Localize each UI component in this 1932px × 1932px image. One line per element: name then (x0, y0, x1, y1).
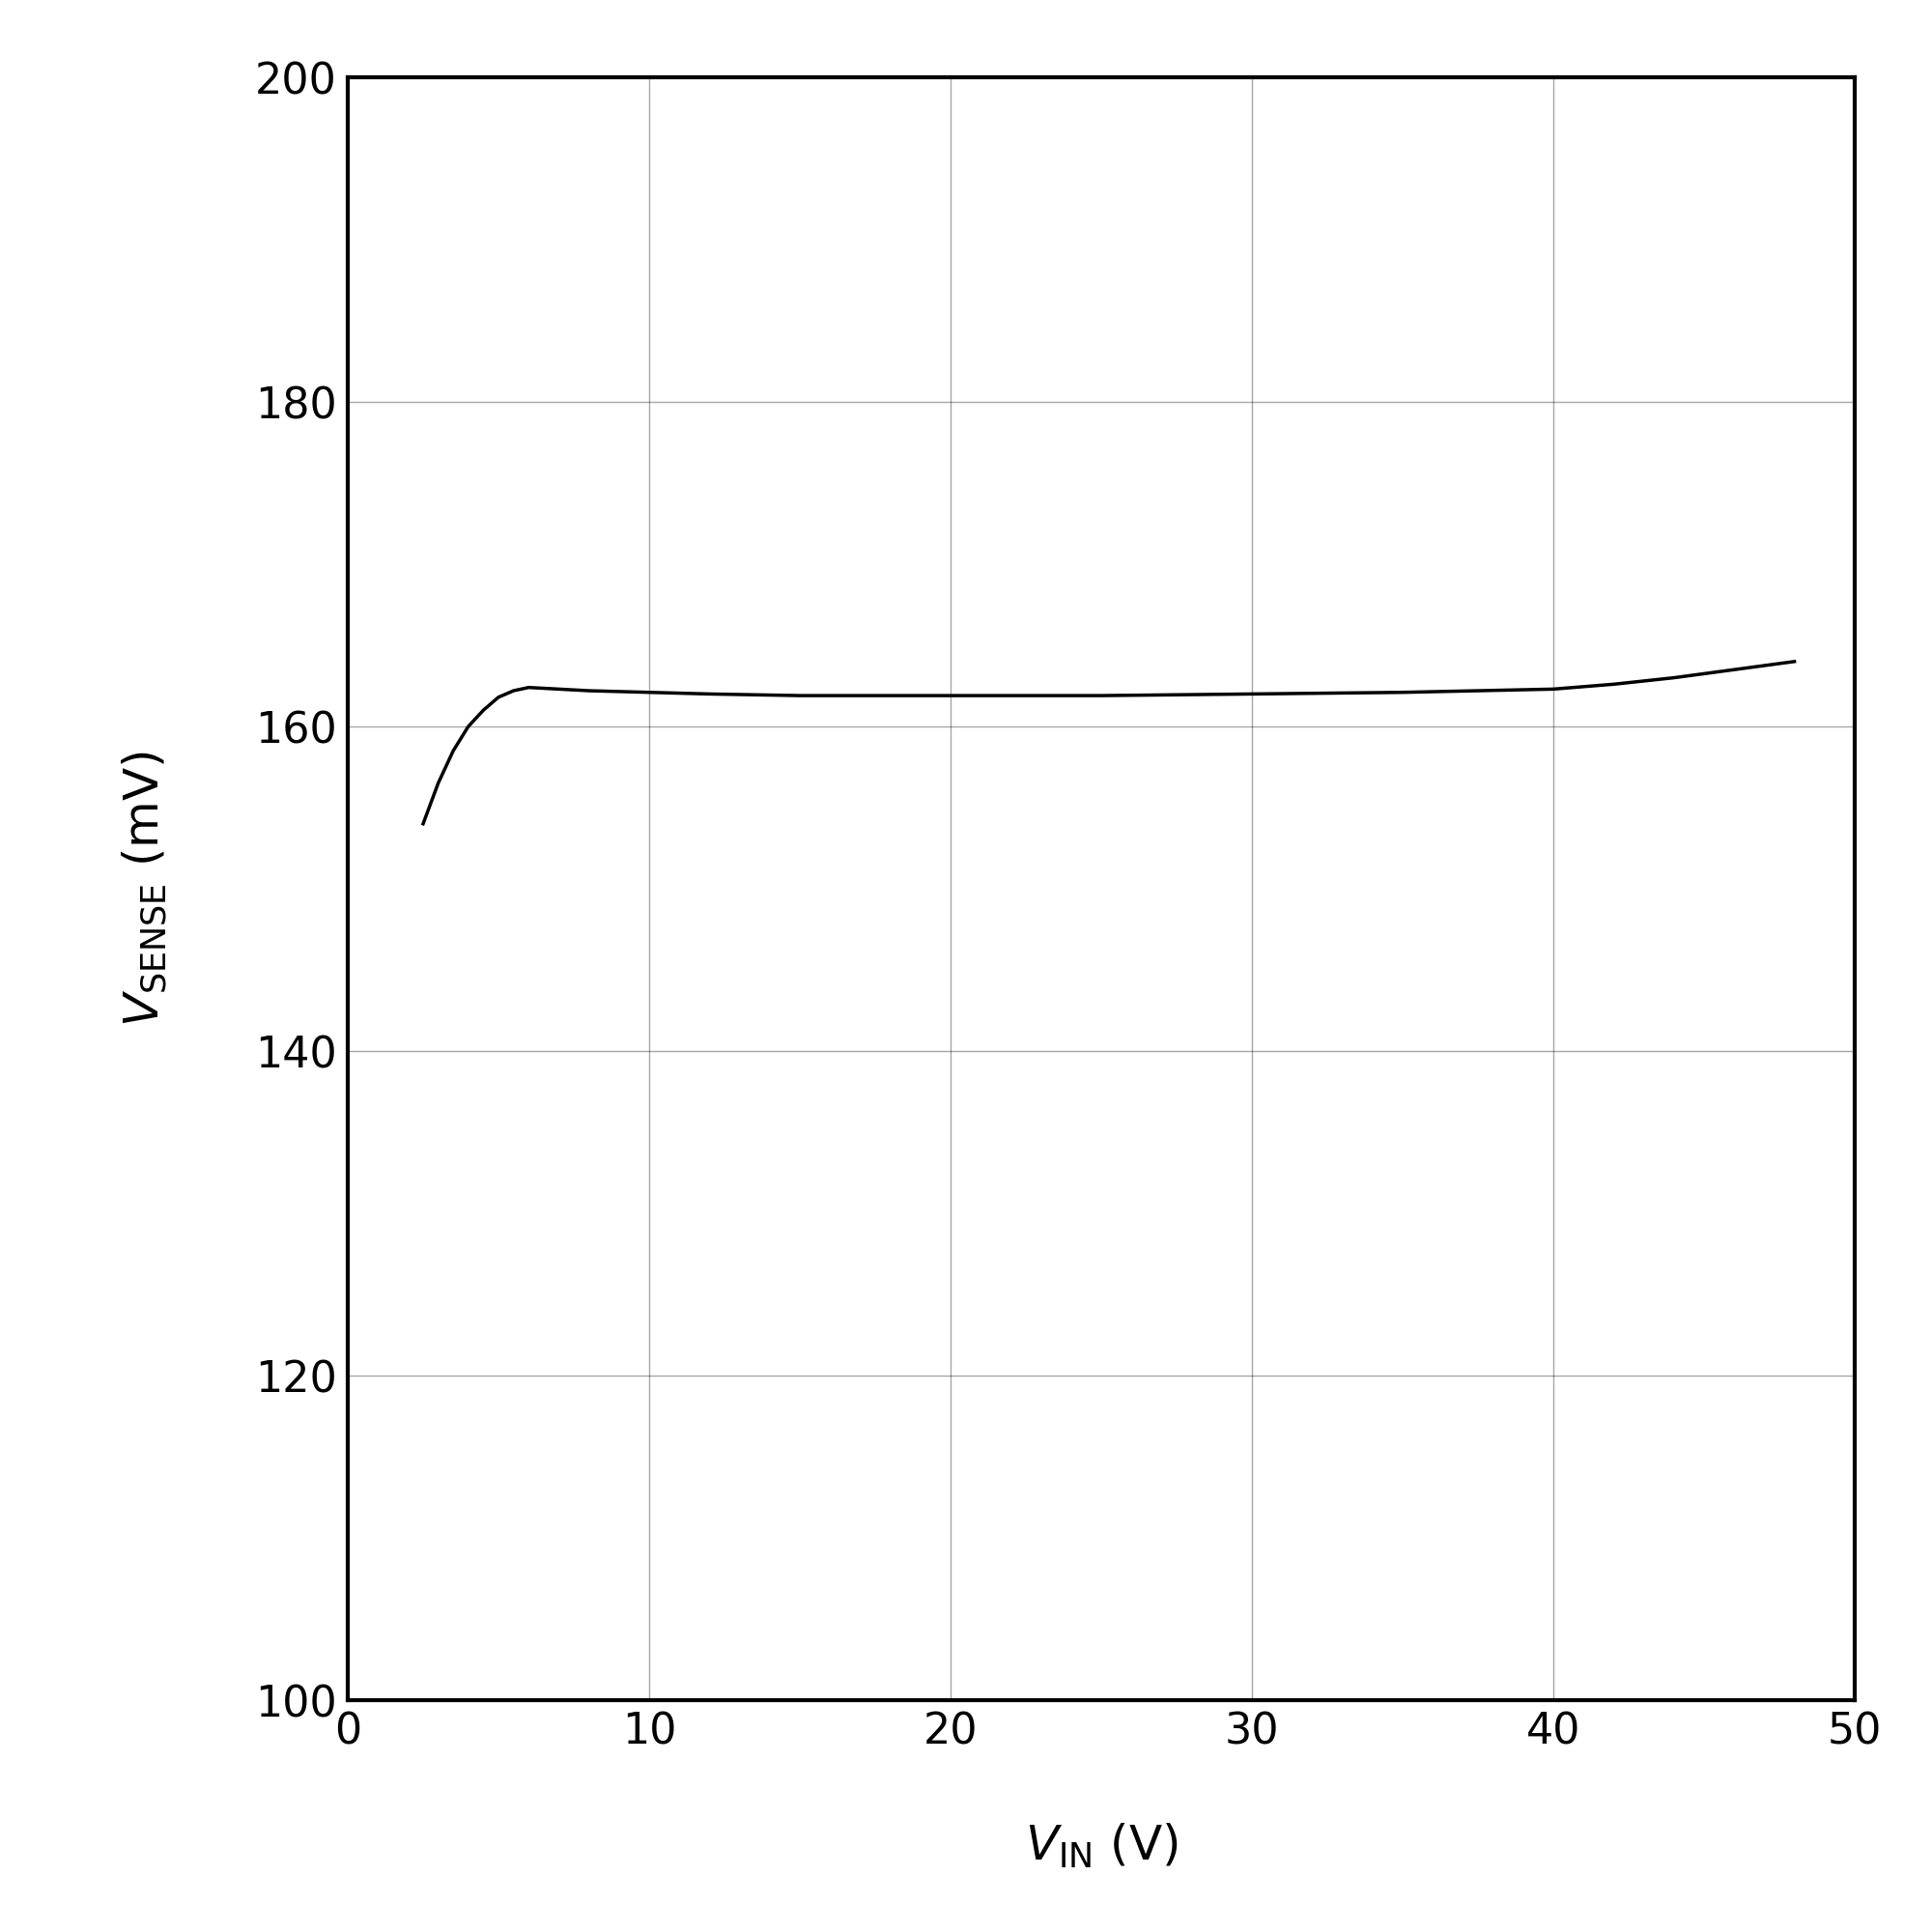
Text: $V_{\mathregular{SENSE}}$ (mV): $V_{\mathregular{SENSE}}$ (mV) (120, 752, 168, 1026)
Text: $V_{\mathregular{IN}}$ (V): $V_{\mathregular{IN}}$ (V) (1024, 1822, 1179, 1870)
